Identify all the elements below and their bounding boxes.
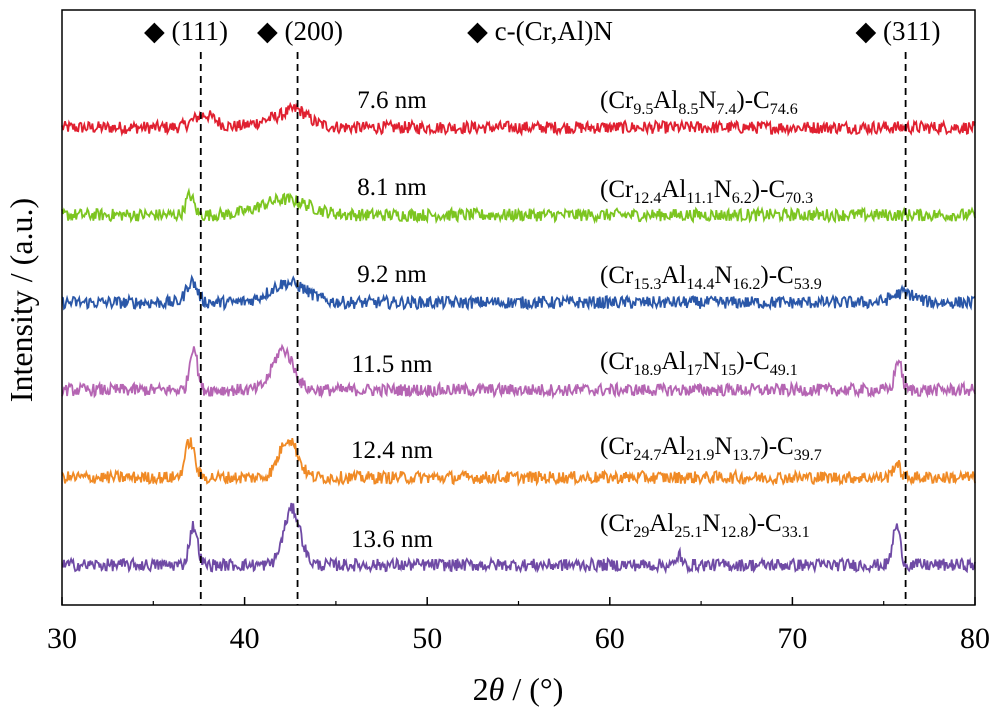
x-tick-label: 40 [230, 622, 260, 655]
x-tick-label: 50 [412, 622, 442, 655]
x-axis: 30 40 50 60 70 80 [47, 597, 990, 655]
crystallite-size-label: 13.6 nm [351, 526, 434, 553]
crystallite-size-label: 12.4 nm [351, 437, 434, 464]
crystallite-size-label: 11.5 nm [351, 351, 433, 378]
peak-marker-label: ◆ (200) [257, 16, 343, 46]
y-axis-title: Intensity / (a.u.) [3, 198, 39, 402]
series-line-3 [61, 274, 976, 312]
crystallite-size-label: 9.2 nm [357, 261, 427, 288]
crystallite-size-label: 8.1 nm [357, 174, 427, 201]
reference-lines [199, 52, 907, 605]
x-tick-label: 30 [47, 622, 77, 655]
composition-label: (Cr29Al25.1N12.8)-C33.1 [600, 510, 810, 541]
x-tick-label: 80 [960, 622, 990, 655]
peak-marker-label: ◆ (311) [856, 16, 941, 46]
composition-label: (Cr18.9Al17N15)-C49.1 [600, 348, 798, 379]
composition-label: (Cr12.4Al11.1N6.2)-C70.3 [600, 176, 813, 207]
crystallite-size-label: 7.6 nm [357, 87, 427, 114]
x-axis-title: 2θ / (°) [473, 671, 564, 707]
series-line-6 [61, 502, 976, 575]
annotations: ◆ (111) ◆ (200) ◆ c-(Cr,Al)N ◆ (311) 7.6 nm (… [144, 16, 941, 553]
series-line-2 [61, 187, 976, 225]
composition-label: (Cr15.3Al14.4N16.2)-C53.9 [600, 262, 822, 293]
x-tick-label: 60 [595, 622, 625, 655]
composition-label: (Cr9.5Al8.5N7.4)-C74.6 [600, 87, 798, 118]
series-line-1 [61, 101, 976, 137]
composition-label: (Cr24.7Al21.9N13.7)-C39.7 [600, 433, 822, 464]
plot-frame [61, 9, 976, 606]
series-line-5 [61, 437, 976, 487]
peak-marker-label: ◆ (111) [144, 16, 228, 46]
series-line-4 [61, 343, 976, 400]
x-tick-label: 70 [777, 622, 807, 655]
series-layer [61, 101, 976, 575]
peak-marker-label: ◆ c-(Cr,Al)N [467, 16, 613, 46]
